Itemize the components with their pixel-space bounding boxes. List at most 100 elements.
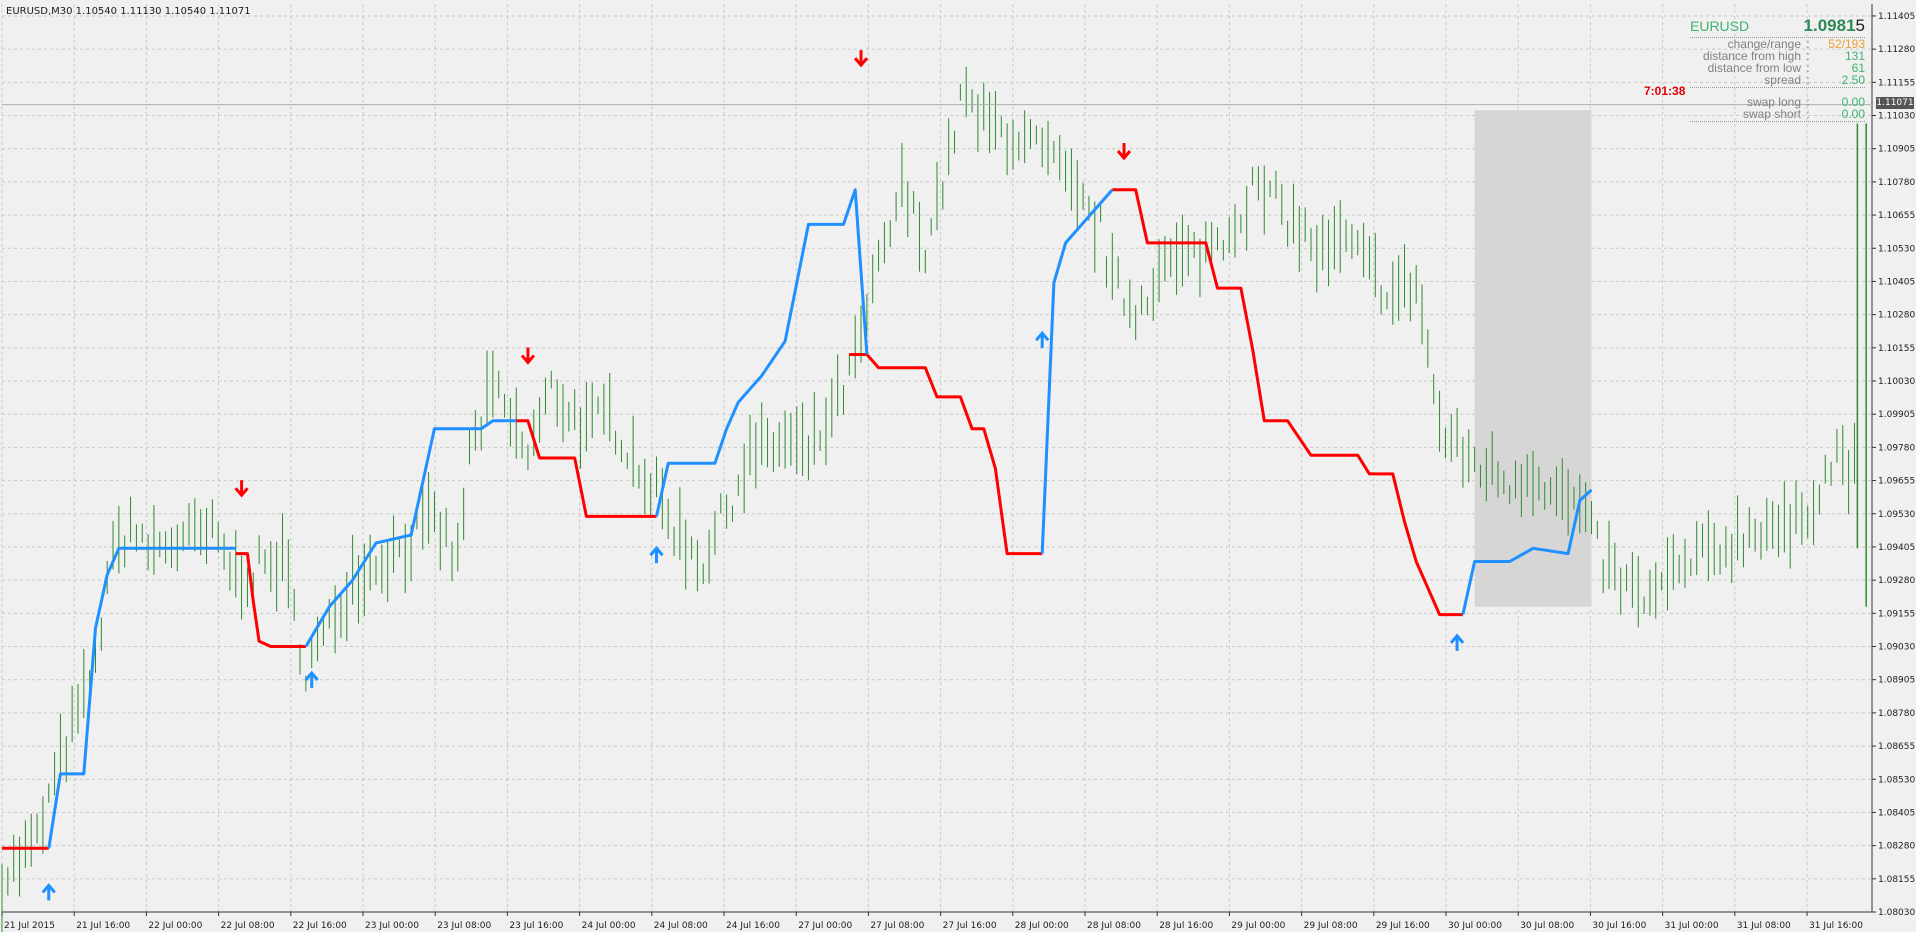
x-tick-label: 30 Jul 08:00 xyxy=(1520,921,1574,931)
arrow-head xyxy=(234,487,249,498)
panel-symbol: EURUSD xyxy=(1690,18,1750,34)
y-tick-label: 1.08030 xyxy=(1878,908,1915,918)
trend-down-segment xyxy=(516,419,657,518)
arrow-head xyxy=(649,545,664,557)
panel-row: distance from high: 131 xyxy=(1690,50,1865,62)
x-tick-label: 30 Jul 00:00 xyxy=(1448,921,1502,931)
arrow-down-icon xyxy=(853,50,869,68)
x-tick-label: 31 Jul 00:00 xyxy=(1665,921,1719,931)
y-tick-label: 1.08780 xyxy=(1878,709,1915,719)
panel-price-main: 1.0981 xyxy=(1803,16,1856,35)
y-tick-label: 1.08905 xyxy=(1878,676,1915,686)
panel-row: spread: 2.50 xyxy=(1690,74,1865,88)
panel-price: 1.09815 xyxy=(1804,16,1865,36)
x-tick-label: 28 Jul 16:00 xyxy=(1159,921,1213,931)
x-tick-label: 24 Jul 08:00 xyxy=(654,921,708,931)
arrow-up-icon xyxy=(1035,330,1050,349)
panel-price-last-digit: 5 xyxy=(1855,16,1865,35)
panel-row-value: 52/193 xyxy=(1828,37,1865,51)
y-tick-label: 1.09655 xyxy=(1878,477,1915,487)
y-tick-label: 1.08405 xyxy=(1878,808,1915,818)
panel-row-sep: : xyxy=(1806,49,1810,63)
panel-swap-value: 0.00 xyxy=(1841,95,1865,109)
x-tick-label: 21 Jul 16:00 xyxy=(76,921,130,931)
panel-row-sep: : xyxy=(1806,95,1810,109)
panel-row-value: 2.50 xyxy=(1841,73,1865,87)
chart-title: EURUSD,M30 1.10540 1.11130 1.10540 1.110… xyxy=(6,6,251,17)
trend-down-segment xyxy=(235,552,306,648)
x-tick-label: 22 Jul 00:00 xyxy=(148,921,202,931)
x-tick-label: 23 Jul 08:00 xyxy=(437,921,491,931)
y-tick-label: 1.09405 xyxy=(1878,543,1915,553)
arrow-head xyxy=(1035,330,1050,342)
panel-row-sep: : xyxy=(1806,73,1810,87)
y-tick-label: 1.09530 xyxy=(1878,510,1915,520)
arrow-head xyxy=(41,883,56,894)
arrow-head xyxy=(1449,633,1465,644)
session-range-box xyxy=(1474,110,1592,607)
panel-row-label: change/range xyxy=(1727,37,1801,51)
y-tick-label: 1.08280 xyxy=(1878,842,1915,852)
arrow-up-icon xyxy=(649,545,664,564)
trend-up-segment xyxy=(655,188,869,517)
x-tick-label: 22 Jul 16:00 xyxy=(293,921,347,931)
arrow-up-icon xyxy=(41,883,56,901)
y-tick-label: 1.09905 xyxy=(1878,410,1915,420)
arrow-head xyxy=(304,670,319,681)
x-tick-label: 24 Jul 16:00 xyxy=(726,921,780,931)
y-tick-label: 1.10655 xyxy=(1878,211,1915,221)
x-tick-label: 30 Jul 16:00 xyxy=(1592,921,1646,931)
y-tick-label: 1.09780 xyxy=(1878,443,1915,453)
panel-row-label: distance from high xyxy=(1702,49,1801,63)
x-tick-label: 29 Jul 00:00 xyxy=(1231,921,1285,931)
panel-row-label: distance from low xyxy=(1707,61,1801,75)
y-tick-label: 1.11030 xyxy=(1878,112,1915,122)
current-price-label: 1.11071 xyxy=(1876,97,1914,109)
x-tick-label: 24 Jul 00:00 xyxy=(582,921,636,931)
signal-arrows xyxy=(41,50,1465,901)
trend-up-segment xyxy=(47,546,236,849)
y-tick-label: 1.11280 xyxy=(1878,45,1915,55)
y-tick-label: 1.10780 xyxy=(1878,178,1915,188)
x-tick-label: 29 Jul 08:00 xyxy=(1304,921,1358,931)
arrow-head xyxy=(853,57,869,68)
trend-up-segment xyxy=(304,419,517,648)
x-tick-label: 27 Jul 00:00 xyxy=(798,921,852,931)
y-tick-label: 1.10530 xyxy=(1878,244,1915,254)
trend-down-segment xyxy=(849,353,1043,556)
info-panel: EURUSD 1.09815 change/range: 52/193 dista… xyxy=(1690,16,1865,122)
y-tick-label: 1.08530 xyxy=(1878,775,1915,785)
x-tick-label: 28 Jul 08:00 xyxy=(1087,921,1141,931)
y-tick-label: 1.09155 xyxy=(1878,609,1915,619)
arrow-up-icon xyxy=(304,670,319,689)
trend-up-segment xyxy=(1461,488,1593,615)
y-tick-label: 1.11155 xyxy=(1878,78,1915,88)
panel-row-sep: : xyxy=(1806,61,1810,75)
panel-row-sep: : xyxy=(1806,107,1810,121)
x-tick-label: 23 Jul 16:00 xyxy=(509,921,563,931)
panel-swap-label: swap short xyxy=(1742,107,1801,121)
x-tick-label: 27 Jul 08:00 xyxy=(870,921,924,931)
y-tick-label: 1.09280 xyxy=(1878,576,1915,586)
chart-axes: 1.11405 1.11280 1.11155 1.11030 1.10905 1.107… xyxy=(1,4,1915,931)
x-tick-label: 29 Jul 16:00 xyxy=(1376,921,1430,931)
x-tick-label: 21 Jul 2015 xyxy=(4,921,55,931)
y-tick-label: 1.11405 xyxy=(1878,12,1915,22)
panel-row: change/range: 52/193 xyxy=(1690,38,1865,50)
panel-row-value: 131 xyxy=(1844,49,1865,63)
panel-swap-row: swap short: 0.00 xyxy=(1690,108,1865,122)
panel-row-sep: : xyxy=(1806,37,1810,51)
bar-timer: 7:01:38 xyxy=(1644,84,1686,98)
panel-row-value: 61 xyxy=(1851,61,1865,75)
y-tick-label: 1.10155 xyxy=(1878,344,1915,354)
trend-down-segment xyxy=(1112,188,1463,617)
arrow-down-icon xyxy=(234,480,249,498)
y-tick-label: 1.10030 xyxy=(1878,377,1915,387)
price-bars xyxy=(1,66,1867,932)
x-tick-label: 22 Jul 08:00 xyxy=(221,921,275,931)
arrow-down-icon xyxy=(1116,143,1132,161)
x-tick-label: 31 Jul 16:00 xyxy=(1809,921,1863,931)
x-tick-label: 28 Jul 00:00 xyxy=(1015,921,1069,931)
